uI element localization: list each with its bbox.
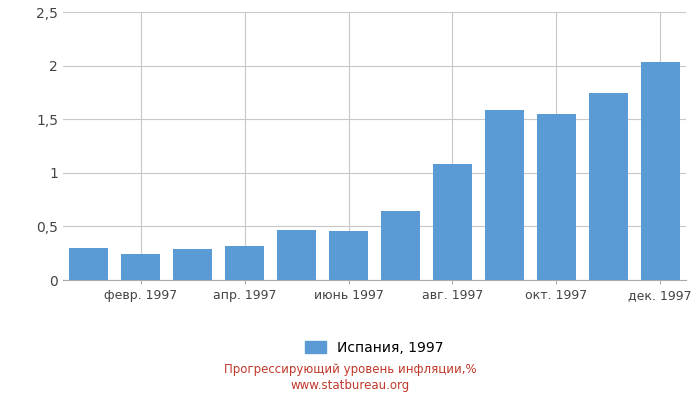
Text: Прогрессирующий уровень инфляции,%: Прогрессирующий уровень инфляции,% xyxy=(224,364,476,376)
Bar xyxy=(537,114,575,280)
Text: www.statbureau.org: www.statbureau.org xyxy=(290,380,410,392)
Bar xyxy=(589,94,628,280)
Bar xyxy=(174,249,212,280)
Bar xyxy=(485,110,524,280)
Bar xyxy=(277,230,316,280)
Legend: Испания, 1997: Испания, 1997 xyxy=(300,335,449,360)
Bar xyxy=(433,164,472,280)
Bar xyxy=(69,248,108,280)
Bar xyxy=(225,246,264,280)
Bar xyxy=(329,231,368,280)
Bar xyxy=(381,211,420,280)
Bar xyxy=(121,254,160,280)
Bar xyxy=(640,62,680,280)
